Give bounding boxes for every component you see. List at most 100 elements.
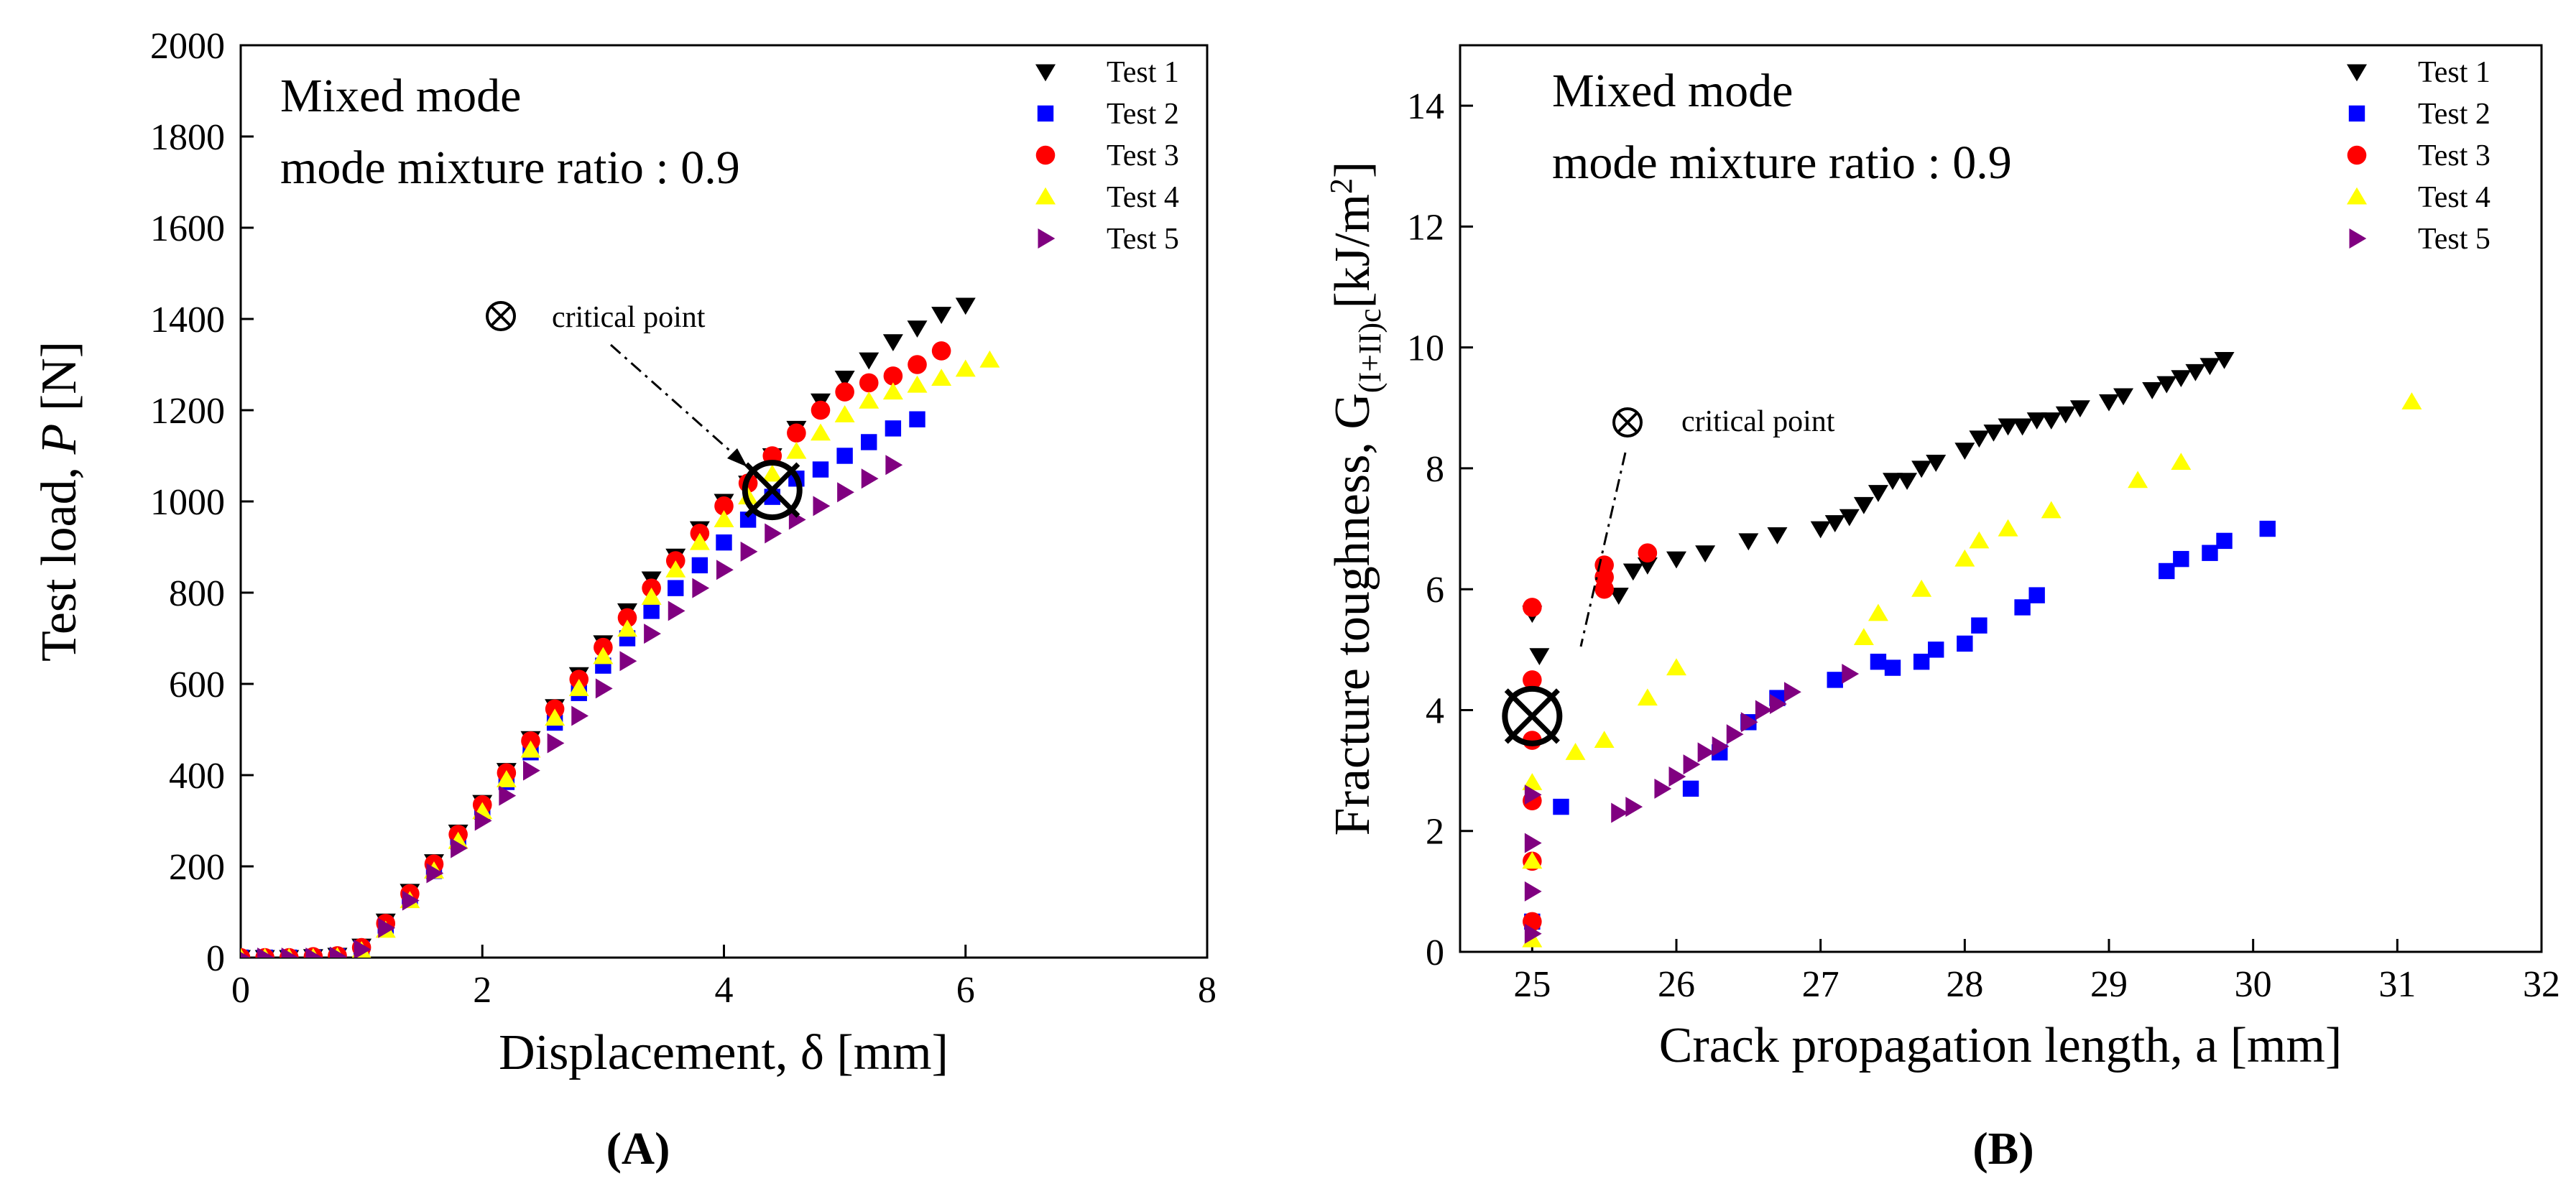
chart-b-annotation-line2: mode mixture ratio : 0.9 <box>1552 136 2012 189</box>
chart-a-point <box>788 509 806 530</box>
chart-b-point <box>1957 635 1973 652</box>
chart-a-critical-marker <box>742 460 803 521</box>
chart-a-point <box>595 678 613 699</box>
chart-b-point <box>1824 515 1845 532</box>
chart-b-point <box>1810 521 1831 539</box>
chart-b-point <box>1998 519 2018 537</box>
chart-a-critical-arrowhead <box>727 448 747 467</box>
chart-b-panel-label: (B) <box>1972 1123 2033 1174</box>
chart-a-point <box>907 320 928 338</box>
chart-a-point <box>547 733 565 754</box>
chart-b-annotation-line1: Mixed mode <box>1552 65 1793 117</box>
chart-b-point <box>2128 471 2148 488</box>
chart-a-point <box>787 423 806 443</box>
chart-b-y-tick-label: 0 <box>1426 932 1444 973</box>
chart-b-point <box>1637 688 1658 706</box>
chart-b-legend-label: Test 2 <box>2418 98 2490 131</box>
chart-b-point <box>1594 731 1615 749</box>
chart-b-legend-marker <box>2348 105 2365 122</box>
chart-b-point <box>1769 694 1787 715</box>
chart-a-critical-leader <box>610 343 741 461</box>
chart-a-point <box>813 496 831 517</box>
chart-b-legend-marker <box>2347 64 2367 82</box>
chart-a-point <box>716 534 732 551</box>
chart-a-y-tick-label: 600 <box>169 664 225 705</box>
chart-b-critical-icon <box>1612 407 1643 437</box>
chart-b-point <box>1524 784 1542 805</box>
chart-a-x-tick-label: 4 <box>715 970 734 1011</box>
chart-a-point <box>739 511 757 528</box>
chart-b-x-tick-label: 25 <box>1513 964 1551 1005</box>
chart-a-point <box>378 917 396 938</box>
chart-a-point <box>593 647 614 664</box>
chart-a-annotation-line2: mode mixture ratio : 0.9 <box>280 142 740 194</box>
chart-b-point <box>2113 388 2134 406</box>
chart-b-point <box>1682 780 1699 797</box>
chart-b-critical-marker <box>1502 685 1563 746</box>
chart-a-point <box>861 468 879 489</box>
chart-b-x-tick-label: 30 <box>2235 964 2272 1005</box>
chart-a-point <box>908 355 927 374</box>
chart-a-point <box>523 760 540 781</box>
chart-b-legend-marker <box>2349 228 2367 249</box>
chart-b-point <box>1926 455 1947 472</box>
chart-a-point <box>811 400 831 420</box>
chart-a-critical-icon <box>486 301 516 331</box>
chart-b-point <box>1683 754 1701 775</box>
chart-a-y-tick-label: 2000 <box>150 26 225 67</box>
chart-b-point <box>1553 798 1569 815</box>
chart-b-point <box>1969 430 1990 448</box>
chart-a: 0 2 4 6 8 0 200 400 600 800 1000 1200 1400 1600 1800 2… <box>32 26 1217 1174</box>
chart-b-point <box>2171 370 2192 388</box>
chart-a-legend: Test 1 Test 2 Test 3 Test 4 Test 5 <box>1035 56 1179 256</box>
chart-a-point <box>812 461 829 478</box>
chart-a-point <box>786 441 807 459</box>
chart-b-point <box>1853 628 1874 646</box>
chart-b-legend: Test 1 Test 2 Test 3 Test 4 Test 5 <box>2347 56 2490 256</box>
chart-a-x-axis-label: Displacement, δ [mm] <box>499 1025 948 1080</box>
chart-b-point <box>1883 473 1903 491</box>
chart-a-point <box>907 375 928 393</box>
chart-b-series <box>1522 351 2422 948</box>
chart-b-point <box>1608 588 1629 605</box>
chart-a-legend-marker <box>1035 64 1056 82</box>
chart-b-point <box>2014 599 2031 616</box>
chart-b-point <box>2185 363 2206 381</box>
chart-b-legend-label: Test 1 <box>2418 56 2490 89</box>
chart-a-point <box>909 411 925 427</box>
chart-b-point <box>1868 603 1888 621</box>
chart-a-point <box>643 603 660 619</box>
chart-b-y-tick-label: 14 <box>1407 86 1444 127</box>
chart-a-point <box>859 352 880 370</box>
chart-a-point <box>762 464 783 482</box>
chart-b-point <box>2259 520 2276 537</box>
chart-a-point <box>714 496 734 516</box>
chart-b-series-test-4 <box>1522 392 2422 948</box>
chart-b-point <box>1594 555 1614 575</box>
chart-a-point <box>714 510 734 527</box>
chart-a-x-ticks: 0 2 4 6 8 <box>231 945 1217 1011</box>
chart-b-point <box>1868 485 1888 502</box>
chart-a-series <box>241 297 1000 958</box>
chart-b-point <box>1913 653 1930 670</box>
chart-b-x-tick-label: 31 <box>2378 964 2416 1005</box>
chart-a-point <box>836 448 853 464</box>
chart-b-point <box>1523 598 1542 617</box>
chart-a-point <box>641 588 662 605</box>
chart-a-legend-label: Test 2 <box>1107 98 1179 131</box>
chart-a-series-test-5 <box>241 455 903 958</box>
chart-b-y-tick-label: 2 <box>1426 812 1444 853</box>
chart-b-y-tick-label: 8 <box>1426 449 1444 490</box>
chart-b-series-test-3 <box>1523 543 1658 932</box>
chart-a-point <box>689 532 710 550</box>
chart-a-point <box>545 708 565 726</box>
chart-a-point <box>354 939 371 958</box>
chart-a-point <box>955 297 976 315</box>
chart-b-y-tick-label: 10 <box>1407 328 1444 369</box>
chart-b-point <box>1726 724 1744 745</box>
chart-b-legend-label: Test 5 <box>2418 223 2490 256</box>
chart-b-point <box>1884 659 1901 676</box>
chart-a-panel-label: (A) <box>606 1123 670 1174</box>
chart-b-point <box>2199 358 2220 376</box>
